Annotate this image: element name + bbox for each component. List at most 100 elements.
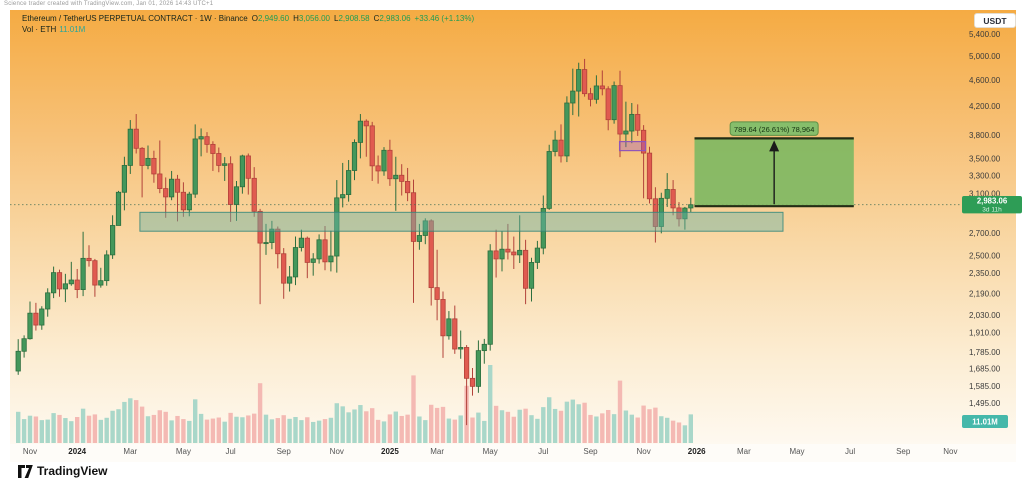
candle-body: [39, 308, 45, 326]
volume-bar: [358, 405, 363, 443]
volume-bar: [393, 411, 398, 443]
tradingview-logo[interactable]: TradingView: [18, 464, 107, 478]
price-axis-scale[interactable]: 5,400.00 5,000.00 4,600.00 4,200.00 3,800.00…: [969, 30, 1001, 408]
candle-body: [316, 239, 322, 260]
volume-bar: [281, 415, 286, 443]
candle-body: [611, 85, 617, 121]
volume-bar: [299, 420, 304, 443]
candle-body: [180, 191, 186, 211]
candle-body: [410, 192, 417, 242]
candle-body: [345, 170, 352, 195]
time-tick-label: May: [789, 447, 804, 456]
candle-body: [233, 186, 240, 205]
volume-bar: [340, 406, 345, 443]
candle-body: [74, 279, 80, 290]
time-axis[interactable]: [10, 444, 1016, 462]
time-tick-label: Nov: [330, 447, 344, 456]
ohlc-key: L: [334, 14, 339, 23]
candle-body: [646, 152, 653, 200]
time-tick-label: Sep: [277, 447, 292, 456]
measurement-arrow-head-icon: [769, 140, 780, 152]
candle-body: [629, 113, 635, 132]
measurement-label-badge: [729, 121, 819, 136]
volume-bar: [606, 409, 611, 443]
time-tick-label: Mar: [430, 447, 444, 456]
candle-body: [540, 207, 546, 249]
candle-body: [257, 210, 263, 244]
candle-body: [635, 113, 641, 131]
volume-value: 11.01M: [59, 25, 86, 34]
ohlc-key: C: [373, 14, 380, 23]
candle-body: [210, 143, 216, 154]
volume-bar: [346, 412, 351, 443]
candle-body: [286, 276, 293, 284]
candle-body: [328, 255, 334, 263]
price-tick-label: 4,200.00: [969, 102, 1001, 111]
candle-body: [192, 138, 198, 195]
volume-bar: [417, 416, 422, 443]
candle-body: [505, 248, 511, 253]
candle-body: [617, 85, 623, 135]
volume-bar: [175, 415, 180, 443]
candle-body: [458, 347, 464, 350]
candle-body: [422, 220, 428, 236]
volume-bar: [322, 419, 328, 443]
candle-body: [322, 239, 328, 263]
chart-panel[interactable]: [10, 10, 1016, 444]
ohlc-values: O2,949.60 H3,056.00 L2,908.58 C2,983.06: [248, 14, 411, 23]
candle-body: [605, 88, 611, 121]
candle-body: [463, 347, 470, 379]
legend: Ethereum / TetherUS PERPETUAL CONTRACT ·…: [22, 13, 474, 35]
tradingview-mark-icon: [18, 464, 33, 478]
candle-body: [682, 207, 688, 220]
candle-body: [576, 69, 582, 92]
volume-bar: [257, 383, 263, 443]
volume-bar: [246, 415, 251, 443]
candle-body: [139, 147, 145, 166]
candle-body: [56, 272, 63, 290]
candle-body: [593, 85, 600, 100]
candle-body: [340, 194, 346, 199]
volume-bar: [145, 416, 151, 443]
candle-body: [33, 312, 39, 326]
volume-bar: [328, 417, 334, 443]
candle-body: [15, 350, 21, 372]
candle-countdown: 3d 11h: [982, 206, 1002, 213]
candle-body: [216, 153, 222, 166]
candle-body: [558, 139, 564, 157]
volume-bar: [387, 414, 393, 443]
volume-bar: [128, 398, 133, 443]
volume-bar: [305, 417, 310, 443]
candles: [15, 58, 694, 426]
price-tick-label: 1,495.00: [969, 399, 1001, 408]
purple-marker-box[interactable]: [618, 140, 647, 152]
last-price-value: 2,983.06: [977, 197, 1008, 206]
ohlc-value: 2,983.06: [379, 14, 411, 23]
candle-body: [546, 151, 552, 209]
volume-bar: [63, 418, 68, 443]
volume-label: Vol · ETH: [22, 25, 57, 34]
volume-bar: [446, 418, 452, 443]
volume-bar: [523, 408, 528, 443]
candle-body: [511, 251, 517, 256]
price-tick-label: 5,000.00: [969, 52, 1001, 61]
volume-bar: [57, 414, 62, 443]
currency-toggle-button[interactable]: USDT: [974, 13, 1016, 28]
candle-body: [599, 85, 605, 90]
time-tick-label: Mar: [123, 447, 137, 456]
volume-bar: [116, 409, 121, 443]
price-tick-label: 4,600.00: [969, 76, 1001, 85]
volume-bar: [157, 410, 162, 443]
candle-body: [517, 249, 523, 256]
time-axis-scale[interactable]: Nov 2024 Mar May Jul Sep Nov 2025 Mar May Jul Sep No…: [23, 447, 958, 456]
volume-bar: [240, 417, 245, 443]
support-zone-rectangle[interactable]: [139, 211, 784, 232]
price-tick-label: 3,800.00: [969, 131, 1001, 140]
tradingview-logo-text: TradingView: [37, 464, 108, 478]
volume-bar: [458, 415, 463, 443]
volume-bar: [600, 413, 605, 443]
volume-bar: [511, 416, 516, 443]
volume-bar: [181, 419, 186, 443]
volume-bar: [517, 409, 522, 443]
